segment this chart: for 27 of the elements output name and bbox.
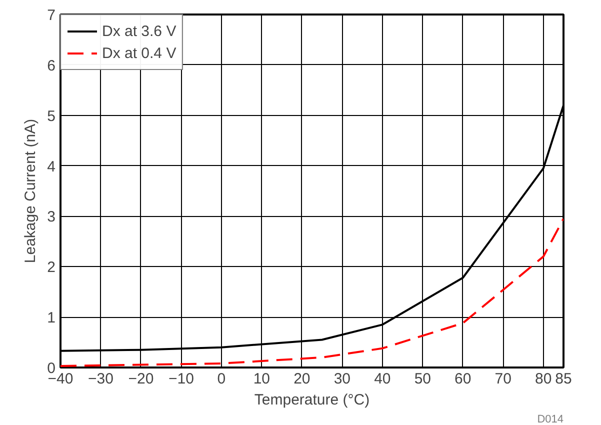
x-tick-label: −10 — [168, 370, 194, 388]
x-tick-label: 70 — [494, 370, 512, 388]
y-tick-label: 3 — [47, 208, 56, 226]
y-tick-label: 0 — [47, 360, 56, 377]
x-tick-label: 10 — [253, 370, 270, 388]
x-tick-label: 85 — [555, 370, 572, 388]
x-tick-label: 0 — [217, 370, 226, 388]
legend-label: Dx at 3.6 V — [102, 22, 176, 40]
y-tick-label: 7 — [47, 7, 56, 24]
text: D014 — [537, 414, 564, 425]
y-tick-label: 5 — [47, 108, 56, 125]
y-tick-label: 2 — [47, 259, 56, 276]
x-tick-label: −30 — [88, 370, 114, 388]
y-tick-label: 4 — [47, 158, 56, 176]
y-tick-label: 1 — [47, 310, 56, 327]
x-tick-label: 20 — [294, 370, 310, 388]
x-tick-label: 80 — [535, 370, 552, 388]
legend-label: Dx at 0.4 V — [102, 44, 176, 62]
y-axis-title: Leakage Current (nA) — [22, 118, 40, 264]
line-series — [60, 218, 564, 367]
y-tick-label: 6 — [47, 57, 56, 74]
x-tick-label: 30 — [334, 370, 351, 388]
x-tick-label: 50 — [414, 370, 432, 388]
x-tick-label: 40 — [374, 370, 391, 388]
x-tick-label: 60 — [454, 370, 472, 388]
x-tick-label: −20 — [128, 370, 154, 388]
x-axis-title: Temperature (°C) — [254, 392, 370, 408]
